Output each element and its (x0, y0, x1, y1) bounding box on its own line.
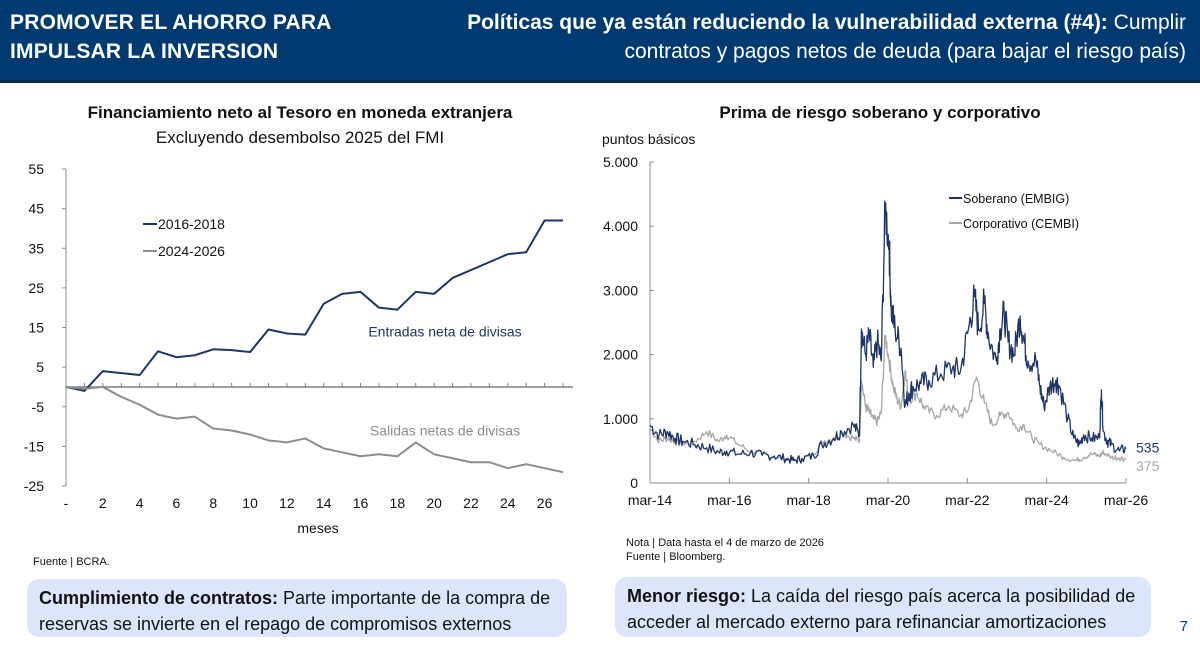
y-tick-label: 5.000 (603, 154, 638, 170)
legend-label: Soberano (EMBIG) (963, 192, 1069, 206)
series-line-2016-2018 (65, 219, 563, 392)
x-tick-label: mar-14 (628, 492, 673, 508)
y-tick-label: 3.000 (603, 282, 638, 298)
slide-title: Políticas que ya están reduciendo la vul… (406, 8, 1186, 66)
legend-label: Corporativo (CEMBI) (963, 217, 1079, 231)
x-tick-label: mar-16 (707, 492, 752, 508)
x-tick-label: 10 (242, 495, 258, 511)
right-data-note: Nota | Data hasta el 4 de marzo de 2026 (626, 537, 824, 549)
series-line-Soberano (EMBIG) (649, 200, 1127, 464)
last-value-label-sovereign: 535 (1136, 440, 1160, 456)
y-tick-label: 5 (36, 359, 44, 375)
x-tick-label: 18 (390, 495, 406, 511)
x-axis-label: meses (297, 520, 338, 536)
x-tick-label: mar-22 (945, 492, 990, 508)
x-tick-label: mar-18 (786, 492, 831, 508)
callout-contracts: Cumplimiento de contratos: Parte importa… (27, 579, 567, 637)
x-tick-label: 26 (537, 495, 553, 511)
x-tick-label: 14 (316, 495, 332, 511)
x-tick-label: 8 (209, 495, 217, 511)
y-tick-label: 35 (28, 240, 44, 256)
callout-risk-bold: Menor riesgo: (627, 586, 747, 606)
x-tick-label: 16 (353, 495, 369, 511)
x-tick-label: 6 (173, 495, 181, 511)
left-chart-title: Financiamiento neto al Tesoro en moneda … (87, 103, 513, 122)
x-tick-label: 24 (500, 495, 516, 511)
y-tick-label: 4.000 (603, 218, 638, 234)
right-chart: puntos básicos 0 1.000 2.000 3.000 4.000 5.000… (602, 131, 1160, 508)
right-chart-title: Prima de riesgo soberano y corporativo (719, 103, 1041, 122)
left-source-note: Fuente | BCRA. (33, 556, 110, 568)
x-tick-label: - (64, 495, 69, 511)
y-tick-label: 15 (28, 320, 44, 336)
x-tick-label: 2 (99, 495, 107, 511)
y-tick-label: -5 (32, 399, 45, 415)
callout-risk-text: La caída del riesgo país acerca la posib… (627, 586, 1136, 632)
slide-title-bold: Políticas que ya están reduciendo la vul… (467, 11, 1108, 34)
x-tick-label: 4 (136, 495, 144, 511)
x-tick-label: mar-24 (1024, 492, 1069, 508)
annotation-label: Salidas netas de divisas (370, 423, 520, 439)
section-title: PROMOVER EL AHORRO PARA IMPULSAR LA INVE… (10, 8, 332, 66)
series-line-2024-2026 (65, 385, 564, 474)
legend-label: 2024-2026 (158, 243, 225, 259)
y-tick-label: 25 (28, 280, 44, 296)
y-tick-label: 2.000 (603, 347, 638, 363)
right-source-note: Fuente | Bloomberg. (626, 551, 726, 563)
y-tick-label: -25 (24, 478, 44, 494)
y-tick-label: 0 (630, 475, 638, 491)
y-tick-label: 45 (28, 201, 44, 217)
x-tick-label: 22 (463, 495, 479, 511)
callout-contracts-bold: Cumplimiento de contratos: (39, 588, 279, 608)
y-tick-label: 55 (28, 161, 44, 177)
x-tick-label: mar-26 (1104, 492, 1149, 508)
annotation-label: Entradas neta de divisas (368, 323, 521, 339)
page-number: 7 (1179, 618, 1188, 635)
section-title-line1: PROMOVER EL AHORRO PARA (10, 11, 332, 34)
last-value-label-corporate: 375 (1136, 458, 1160, 474)
x-tick-label: mar-20 (866, 492, 911, 508)
callout-contracts-text: Parte importante de la compra de reserva… (39, 588, 551, 634)
x-tick-label: 20 (426, 495, 442, 511)
series-line-Corporativo (CEMBI) (649, 334, 1127, 463)
y-tick-label: -15 (24, 438, 44, 454)
y-tick-label: 1.000 (603, 411, 638, 427)
callout-risk: Menor riesgo: La caída del riesgo país a… (615, 577, 1151, 637)
section-title-line2: IMPULSAR LA INVERSION (10, 40, 279, 63)
y-axis-title: puntos básicos (602, 131, 695, 147)
slide-header: PROMOVER EL AHORRO PARA IMPULSAR LA INVE… (0, 0, 1200, 83)
left-chart-subtitle: Excluyendo desembolso 2025 del FMI (155, 128, 445, 147)
legend-label: 2016-2018 (158, 216, 225, 232)
slide-title-regular: Cumplir contratos y pagos netos de deuda… (624, 11, 1186, 63)
x-tick-label: 12 (279, 495, 295, 511)
